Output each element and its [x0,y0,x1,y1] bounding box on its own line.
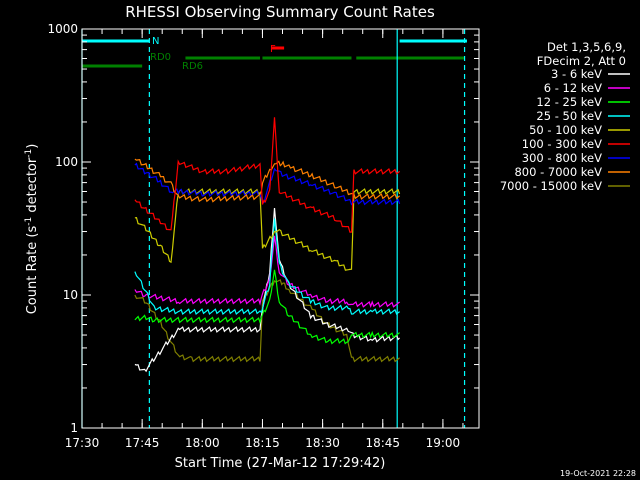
chart-title: RHESSI Observing Summary Count Rates [125,3,435,21]
legend-entry-label: 12 - 25 keV [536,95,602,109]
plot-frame [81,28,480,429]
legend-entry-label: 300 - 800 keV [522,151,602,165]
x-tick-label: 18:30 [305,436,340,450]
x-tick-label: 17:45 [125,436,160,450]
x-tick-label: 18:00 [185,436,220,450]
y-axis-label-end: ) [25,144,40,149]
x-tick-label: 17:30 [65,436,100,450]
x-tick-label: 18:45 [365,436,400,450]
series-line-6 [134,117,400,233]
x-tick-label: 19:00 [426,436,461,450]
flag-label-rd6: RD6 [182,61,203,72]
legend-entry-label: 100 - 300 keV [522,137,602,151]
series-line-7 [134,162,401,206]
legend-entry-label: 25 - 50 keV [536,109,602,123]
x-axis-label: Start Time (27-Mar-12 17:29:42) [175,456,386,471]
series-line-8 [134,158,400,203]
y-axis-label-start: Count Rate (s [25,226,40,315]
series-line-5 [134,188,401,271]
y-tick-label: 1000 [47,22,78,36]
legend-entry-label: 50 - 100 keV [529,123,602,137]
y-axis-label: Count Rate (s-1 detector-1) [24,144,40,315]
legend-entry-label: 3 - 6 keV [551,67,602,81]
flag-label-rd0: RD0 [150,52,171,63]
flag-label-n: N [152,36,159,47]
plot-area: N RD0 RD6 F 1 10 100 1000 17:30 17:45 18:00 18:15 1… [47,22,480,450]
legend-entry-label: 7000 - 15000 keV [500,179,602,193]
y-tick-label: 100 [55,155,78,169]
legend-entry-label: 6 - 12 keV [544,81,602,95]
y-axis-label-sup2: -1 [24,149,34,158]
y-axis-label-mid: detector [25,157,40,217]
footer-timestamp: 19-Oct-2021 22:28 [560,469,636,478]
y-tick-label: 1 [70,421,78,435]
series-line-4 [134,218,400,316]
legend: Det 1,3,5,6,9, FDecim 2, Att 0 3 - 6 keV… [500,40,630,193]
y-tick-label: 10 [63,288,78,302]
legend-header-line-2: FDecim 2, Att 0 [537,54,626,68]
y-axis-label-sup1: -1 [24,217,34,226]
legend-entry-label: 800 - 7000 keV [514,165,602,179]
x-tick-label: 18:15 [245,436,280,450]
legend-header-line-1: Det 1,3,5,6,9, [547,40,626,54]
series-line-2 [134,235,400,308]
flag-label-f: F [270,44,276,55]
series-line-3 [134,269,400,345]
